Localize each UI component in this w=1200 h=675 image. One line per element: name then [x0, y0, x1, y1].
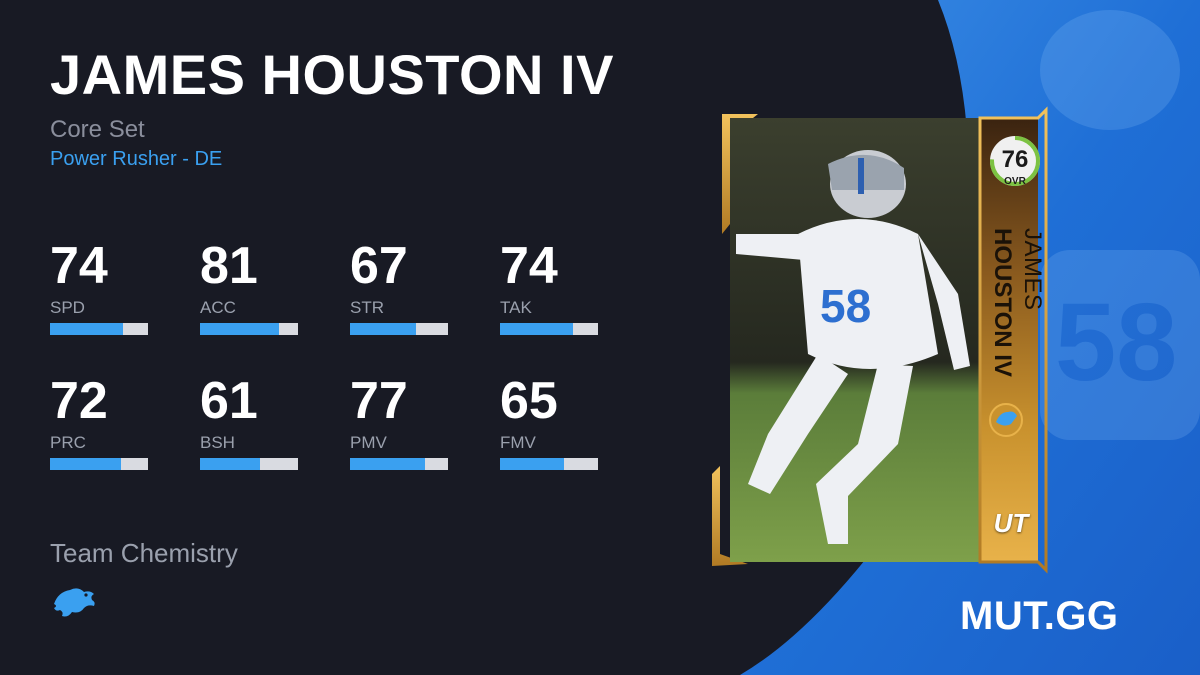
stat-bar-fill [50, 458, 121, 470]
stat-bar-fill [500, 458, 564, 470]
stat-value: 61 [200, 372, 258, 430]
stat-bar [350, 458, 448, 470]
stat-label: FMV [500, 433, 536, 452]
stat-str: 67 STR [350, 240, 450, 335]
stat-value: 74 [50, 237, 108, 295]
stat-pmv: 77 PMV [350, 375, 450, 470]
player-card[interactable]: 58 [708, 104, 1048, 574]
stat-bar [50, 323, 148, 335]
card-set-label: Core Set [50, 116, 145, 143]
stat-bar [500, 458, 598, 470]
player-photo: 58 [736, 150, 970, 544]
stat-bar [50, 458, 148, 470]
stat-label: BSH [200, 433, 235, 452]
stat-tak: 74 TAK [500, 240, 600, 335]
stat-bar [200, 458, 298, 470]
card-first-name: JAMES [1019, 228, 1046, 311]
stat-value: 74 [500, 237, 558, 295]
ovr-label: OVR [1004, 176, 1026, 187]
lions-logo-icon[interactable] [50, 582, 100, 622]
stat-value: 77 [350, 372, 408, 430]
stat-value: 65 [500, 372, 558, 430]
stat-prc: 72 PRC [50, 375, 150, 470]
stat-value: 81 [200, 237, 258, 295]
stat-bsh: 61 BSH [200, 375, 300, 470]
stat-bar-fill [200, 458, 260, 470]
stat-bar [500, 323, 598, 335]
archetype-label: Power Rusher - DE [50, 148, 223, 170]
stat-label: PMV [350, 433, 387, 452]
player-name-title: JAMES HOUSTON IV [50, 43, 614, 106]
stat-spd: 74 SPD [50, 240, 150, 335]
stat-fmv: 65 FMV [500, 375, 600, 470]
ovr-value: 76 [1001, 146, 1029, 173]
site-logo[interactable]: MUT.GG [960, 594, 1119, 638]
card-last-name: HOUSTON IV [989, 228, 1016, 377]
stat-bar-fill [350, 323, 416, 335]
stat-bar [200, 323, 298, 335]
stat-label: PRC [50, 433, 86, 452]
stat-bar-fill [350, 458, 426, 470]
stat-acc: 81 ACC [200, 240, 300, 335]
card-program-badge: UT [993, 508, 1029, 538]
svg-text:58: 58 [1055, 281, 1177, 404]
stat-label: TAK [500, 298, 532, 317]
stat-label: ACC [200, 298, 236, 317]
stat-bar-fill [200, 323, 280, 335]
svg-text:58: 58 [820, 280, 871, 332]
stat-bar-fill [500, 323, 573, 335]
stat-bar-fill [50, 323, 123, 335]
team-chemistry-label: Team Chemistry [50, 538, 238, 568]
stat-value: 67 [350, 237, 408, 295]
stat-bar [350, 323, 448, 335]
stat-label: SPD [50, 298, 85, 317]
stat-value: 72 [50, 372, 108, 430]
stat-label: STR [350, 298, 384, 317]
